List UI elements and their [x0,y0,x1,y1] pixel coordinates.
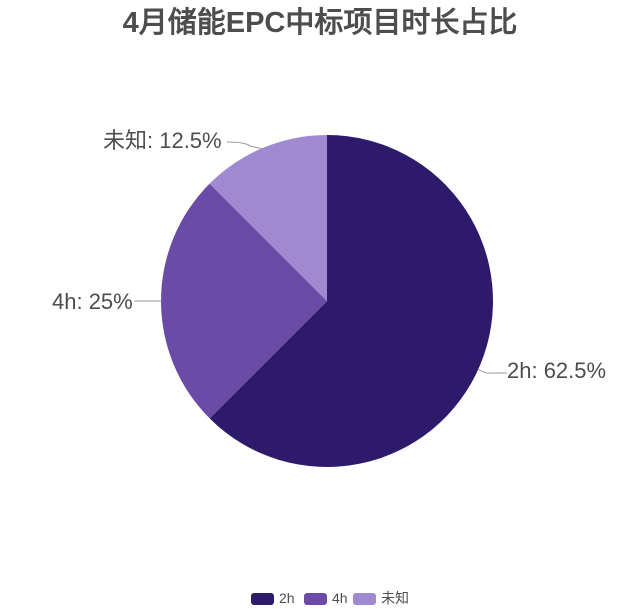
svg-text:4h: 25%: 4h: 25% [52,289,133,314]
svg-text:2h: 2h [279,590,295,606]
svg-text:未知: 12.5%: 未知: 12.5% [103,128,222,153]
svg-text:4h: 4h [332,590,348,606]
svg-text:2h: 62.5%: 2h: 62.5% [507,358,606,383]
svg-text:未知: 未知 [381,590,409,606]
